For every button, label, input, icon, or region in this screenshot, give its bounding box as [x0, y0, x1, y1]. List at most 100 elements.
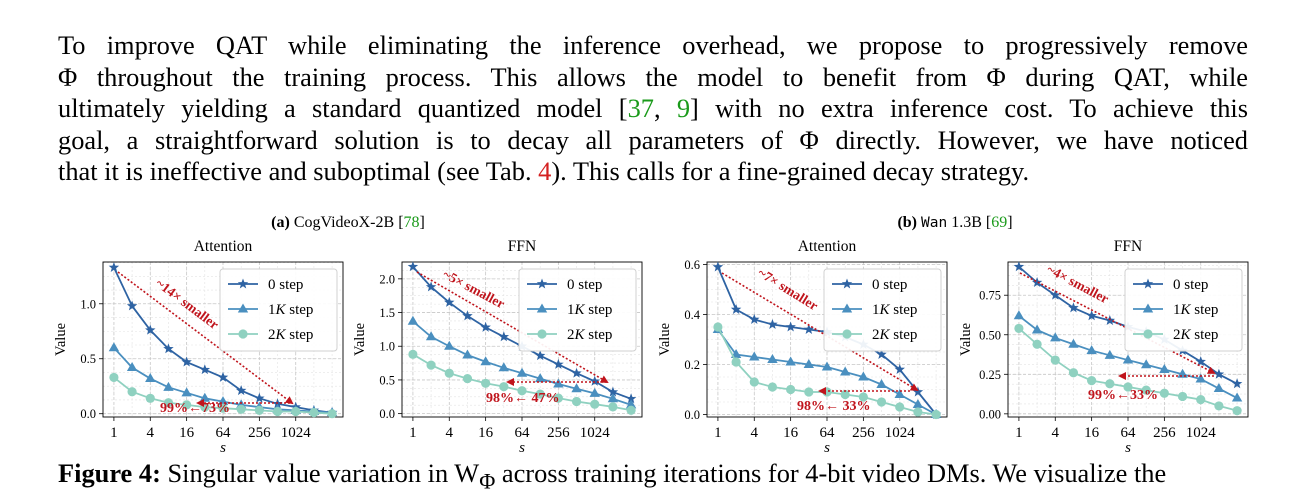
circle-marker: [145, 393, 155, 403]
subfigure-b-label: (b) Wan 1.3B [69]: [897, 214, 1012, 231]
table-reference-link[interactable]: 4: [538, 156, 552, 186]
circle-marker: [895, 402, 905, 412]
x-tick-label: 4: [751, 425, 759, 441]
star-marker: [536, 278, 548, 289]
star-marker: [534, 350, 546, 361]
triangle-marker: [912, 399, 924, 408]
triangle-marker: [1140, 359, 1152, 369]
citation-link[interactable]: 9: [676, 93, 691, 123]
circle-marker: [1143, 329, 1153, 339]
legend-label: 0 step: [268, 277, 303, 293]
ratio-annotation: 99%←33%: [1088, 388, 1158, 403]
triangle-marker: [237, 303, 249, 313]
paragraph-line: ultimately yielding a standard quantized…: [58, 93, 1248, 125]
legend-box: [518, 268, 637, 352]
triangle-marker: [839, 366, 851, 376]
x-axis-label: s: [519, 440, 525, 456]
star-marker: [498, 331, 510, 342]
star-marker: [163, 343, 174, 354]
circle-marker: [327, 409, 337, 419]
circle-marker: [272, 406, 283, 417]
panel-title: FFN: [508, 238, 536, 255]
y-axis-label: Value: [958, 323, 974, 356]
decay-arrow: [721, 272, 919, 392]
y-axis-label: Value: [53, 323, 69, 356]
legend-box: [823, 268, 942, 352]
triangle-marker: [803, 359, 815, 368]
circle-marker: [1068, 368, 1079, 378]
legend-label: 0 step: [1173, 277, 1208, 293]
star-marker: [1050, 289, 1061, 300]
y-tick-label: 0.2: [684, 358, 700, 372]
star-marker: [145, 324, 156, 335]
circle-marker: [127, 387, 137, 397]
ratio-annotation: 98%← 33%: [797, 399, 871, 414]
x-tick-label: 1024: [885, 425, 916, 441]
chart-panel: 0.00 0.25 0.50 0.75 1 4 16 64 256 1024 FFN s Value ~4…: [958, 238, 1249, 456]
x-tick-label: 256: [547, 425, 570, 441]
circle-marker: [767, 382, 778, 392]
x-tick-label: 16: [1084, 425, 1100, 441]
x-tick-label: 16: [478, 425, 494, 441]
triangle-marker: [1231, 392, 1243, 402]
triangle-marker: [534, 373, 546, 383]
triangle-marker: [407, 315, 419, 325]
circle-marker: [1123, 382, 1133, 392]
ratio-annotation: 98%← 47%: [486, 391, 560, 406]
triangle-marker: [767, 354, 778, 363]
body-paragraph: To improve QAT while eliminating the inf…: [58, 30, 1248, 188]
triangle-marker: [1068, 338, 1079, 348]
star-marker: [425, 281, 437, 292]
y-axis-label: Value: [352, 323, 368, 356]
star-marker: [1213, 368, 1225, 379]
triangle-marker: [876, 379, 887, 388]
triangle-marker: [1195, 373, 1206, 383]
circle-marker: [590, 399, 600, 409]
circle-marker: [1196, 395, 1206, 405]
circle-marker: [1177, 391, 1188, 402]
caption-text-rest: across training iterations for 4-bit vid…: [495, 458, 1167, 488]
chart-panel: 0.00.51.01 4 16 64 256 1024AttentionsValue~14…: [53, 238, 344, 456]
triangle-marker: [553, 378, 564, 388]
triangle-marker: [1213, 383, 1225, 393]
circle-marker: [913, 407, 923, 417]
y-tick-label: 2.0: [379, 272, 395, 286]
circle-marker: [1032, 339, 1042, 349]
circle-marker: [254, 405, 264, 416]
circle-marker: [236, 404, 246, 414]
triangle-marker: [126, 362, 138, 372]
star-marker: [1013, 261, 1025, 272]
triangle-marker: [536, 303, 548, 313]
circle-marker: [444, 368, 454, 378]
citation-link[interactable]: 37: [627, 93, 654, 123]
circle-marker: [499, 382, 509, 392]
star-marker: [767, 319, 778, 329]
x-tick-label: 16: [783, 425, 799, 441]
circle-marker: [858, 392, 868, 402]
circle-marker: [309, 408, 319, 418]
star-marker: [1086, 310, 1097, 321]
triangle-marker: [425, 331, 437, 341]
circle-marker: [1232, 406, 1242, 416]
x-tick-label: 64: [1121, 425, 1137, 441]
triangle-marker: [444, 340, 455, 350]
text: ultimately yielding a standard quantized…: [58, 93, 628, 123]
y-tick-label: 0.4: [684, 308, 700, 322]
triangle-marker: [1104, 349, 1116, 359]
paragraph-line: To improve QAT while eliminating the inf…: [58, 30, 1248, 60]
x-tick-label: 256: [852, 425, 875, 441]
x-tick-label: 64: [216, 425, 232, 441]
y-tick-label: 0.50: [979, 328, 1001, 342]
circle-marker: [218, 403, 228, 413]
star-marker: [607, 386, 619, 397]
circle-marker: [731, 357, 741, 367]
triangle-marker: [625, 399, 637, 409]
y-tick-label: 1.0: [80, 297, 96, 311]
star-marker: [199, 364, 211, 375]
star-marker: [237, 278, 249, 289]
triangle-marker: [480, 356, 491, 366]
x-tick-label: 1: [409, 425, 417, 441]
x-tick-label: 1: [1015, 425, 1023, 441]
triangle-marker: [749, 351, 760, 361]
triangle-marker: [1050, 332, 1061, 342]
